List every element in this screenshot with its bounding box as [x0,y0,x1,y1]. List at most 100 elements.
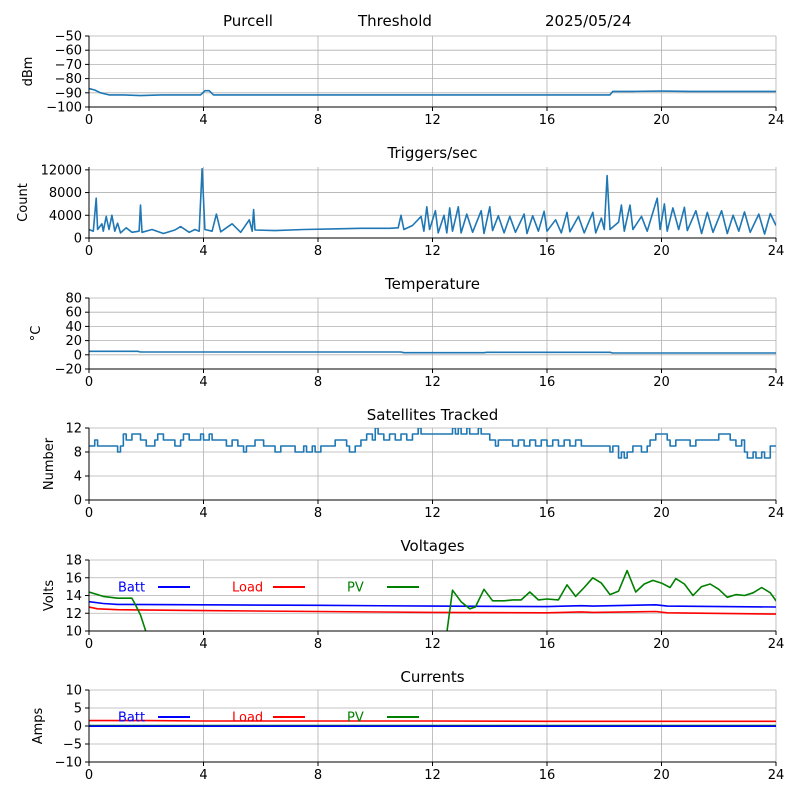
y-tick-label: −50 [55,30,82,45]
y-tick-label: 8 [74,446,82,461]
y-axis-label: Amps [31,707,46,744]
x-tick-label: 20 [653,375,670,390]
y-axis-label: Count [16,183,31,222]
legend-label-load: Load [232,711,263,726]
y-tick-label: 4000 [49,209,82,224]
x-tick-label: 4 [199,637,207,652]
x-tick-label: 24 [768,244,785,259]
x-tick-label: 24 [768,768,785,783]
header-site: Purcell [223,12,273,30]
x-tick-label: 16 [539,375,556,390]
y-tick-label: 20 [65,334,82,349]
x-tick-label: 12 [424,506,441,521]
y-axis-label: Number [42,437,57,490]
panel-satellites: 0 4 8 12 16 20 24 0 4 8 12 Satellites Tracked Number [42,406,784,521]
x-tick-label: 12 [424,375,441,390]
x-tick-label: 16 [539,768,556,783]
x-tick-label: 12 [424,768,441,783]
x-tick-label: 4 [199,375,207,390]
x-tick-label: 0 [85,244,93,259]
x-tick-label: 4 [199,768,207,783]
x-tick-label: 8 [314,637,322,652]
y-tick-label: 18 [65,554,82,569]
y-axis-label: dBm [21,57,36,87]
x-tick-label: 0 [85,506,93,521]
x-tick-label: 20 [653,637,670,652]
y-tick-label: −80 [55,72,82,87]
x-tick-label: 4 [199,506,207,521]
y-axis-label: °C [29,326,44,342]
y-tick-label: −100 [46,101,82,116]
x-tick-label: 24 [768,637,785,652]
x-tick-label: 0 [85,375,93,390]
y-tick-label: 8000 [49,186,82,201]
panel-title: Currents [400,668,464,686]
x-tick-label: 16 [539,506,556,521]
y-tick-label: 12 [65,607,82,622]
y-tick-label: −10 [55,756,82,771]
x-tick-label: 0 [85,637,93,652]
y-tick-label: 0 [74,720,82,735]
y-tick-label: 10 [65,684,82,699]
y-tick-label: 0 [74,348,82,363]
series-line [89,167,776,235]
x-tick-label: 20 [653,244,670,259]
panel-signal: 0 4 8 12 16 20 24 −100−90−80−70−60−50 dBm [21,30,784,129]
panel-title: Satellites Tracked [367,406,498,424]
y-tick-label: 12 [65,422,82,437]
series-line [89,428,776,459]
legend-label-load: Load [232,581,263,596]
series-line [89,87,776,97]
x-tick-label: 20 [653,506,670,521]
y-tick-label: −60 [55,44,82,59]
y-tick-label: 0 [74,232,82,247]
panel-title: Temperature [384,275,480,293]
y-axis-label: Volts [42,580,57,612]
header-date: 2025/05/24 [545,12,632,30]
x-tick-label: 8 [314,375,322,390]
y-tick-label: −70 [55,58,82,73]
x-tick-label: 20 [653,113,670,128]
y-tick-label: 0 [74,494,82,509]
y-tick-label: 4 [74,470,82,485]
y-tick-label: 16 [65,571,82,586]
y-tick-label: 14 [65,589,82,604]
x-tick-label: 24 [768,506,785,521]
y-tick-label: 60 [65,306,82,321]
x-tick-label: 4 [199,244,207,259]
y-tick-label: 80 [65,292,82,307]
y-tick-label: −90 [55,86,82,101]
y-tick-label: 40 [65,320,82,335]
x-tick-label: 8 [314,113,322,128]
x-tick-label: 8 [314,506,322,521]
y-tick-label: 5 [74,702,82,717]
x-tick-label: 4 [199,113,207,128]
series-line-pv [89,591,147,631]
series-line-batt [89,600,776,608]
series-line-load [89,606,776,615]
x-tick-label: 12 [424,637,441,652]
x-tick-label: 24 [768,113,785,128]
y-tick-label: 10 [65,625,82,640]
x-tick-label: 0 [85,113,93,128]
x-tick-label: 0 [85,768,93,783]
x-tick-label: 20 [653,768,670,783]
series-line-pv [446,569,776,631]
x-tick-label: 8 [314,768,322,783]
x-tick-label: 24 [768,375,785,390]
series-line [89,350,776,354]
legend-label-batt: Batt [118,581,145,596]
x-tick-label: 8 [314,244,322,259]
panel-title: Voltages [400,537,464,555]
y-tick-label: 12000 [41,163,82,178]
legend-label-pv: PV [347,711,364,726]
legend-label-batt: Batt [118,711,145,726]
x-tick-label: 16 [539,113,556,128]
series-line-load [89,719,776,723]
x-tick-label: 16 [539,244,556,259]
y-tick-label: −5 [63,738,82,753]
x-tick-label: 12 [424,244,441,259]
header-mode: Threshold [358,12,432,30]
